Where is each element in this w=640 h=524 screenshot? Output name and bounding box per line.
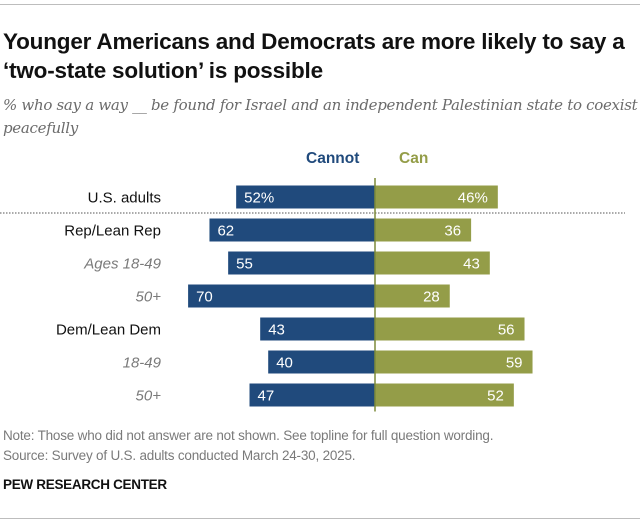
chart-subtitle: % who say a way __ be found for Israel a… bbox=[3, 96, 638, 137]
brand-logo-text: PEW RESEARCH CENTER bbox=[3, 477, 167, 492]
category-label: Dem/Lean Dem bbox=[56, 322, 161, 339]
chart-title: Younger Americans and Democrats are more… bbox=[3, 29, 625, 83]
data-label-cannot: 52% bbox=[244, 190, 274, 207]
data-label-cannot: 70 bbox=[196, 289, 213, 306]
source-text: Source: Survey of U.S. adults conducted … bbox=[3, 448, 356, 463]
data-label-cannot: 47 bbox=[258, 388, 275, 405]
chart-notes: Note: Those who did not answer are not s… bbox=[3, 426, 493, 466]
bar-cannot bbox=[268, 350, 375, 374]
data-label-can: 59 bbox=[506, 355, 523, 372]
bar-can bbox=[375, 317, 525, 341]
bar-cannot bbox=[260, 317, 375, 341]
bar-can bbox=[375, 284, 450, 308]
data-label-can: 56 bbox=[498, 322, 515, 339]
bar-cannot bbox=[228, 251, 375, 275]
diverging-bar-chart: U.S. adults 52% 46% Rep/Lean Rep 62 36 Ages 18… bbox=[0, 178, 625, 412]
data-label-can: 43 bbox=[463, 256, 480, 273]
bar-cannot bbox=[209, 218, 375, 242]
data-label-cannot: 43 bbox=[268, 322, 285, 339]
note-text: Note: Those who did not answer are not s… bbox=[3, 428, 494, 443]
data-label-cannot: 55 bbox=[236, 256, 253, 273]
data-label-cannot: 62 bbox=[217, 223, 234, 240]
bar-can bbox=[375, 350, 533, 374]
bar-cannot bbox=[188, 284, 375, 308]
bottom-rule bbox=[0, 518, 640, 519]
data-label-can: 28 bbox=[423, 289, 440, 306]
category-label: 50+ bbox=[136, 388, 162, 405]
bar-can bbox=[375, 185, 498, 209]
legend-cannot: Cannot bbox=[306, 150, 360, 167]
bar-can bbox=[375, 383, 514, 407]
data-label-cannot: 40 bbox=[276, 355, 293, 372]
legend-can: Can bbox=[399, 150, 429, 167]
data-label-can: 52 bbox=[487, 388, 504, 405]
category-label: 18-49 bbox=[123, 355, 162, 372]
category-label: Rep/Lean Rep bbox=[64, 223, 161, 240]
bar-cannot bbox=[249, 383, 375, 407]
category-label: Ages 18-49 bbox=[83, 256, 161, 273]
bar-can bbox=[375, 251, 490, 275]
bar-can bbox=[375, 218, 472, 242]
category-label: 50+ bbox=[136, 289, 162, 306]
top-rule bbox=[0, 4, 640, 5]
data-label-can: 46% bbox=[458, 190, 488, 207]
bar-cannot bbox=[236, 185, 375, 209]
category-label: U.S. adults bbox=[88, 190, 161, 207]
data-label-can: 36 bbox=[444, 223, 461, 240]
